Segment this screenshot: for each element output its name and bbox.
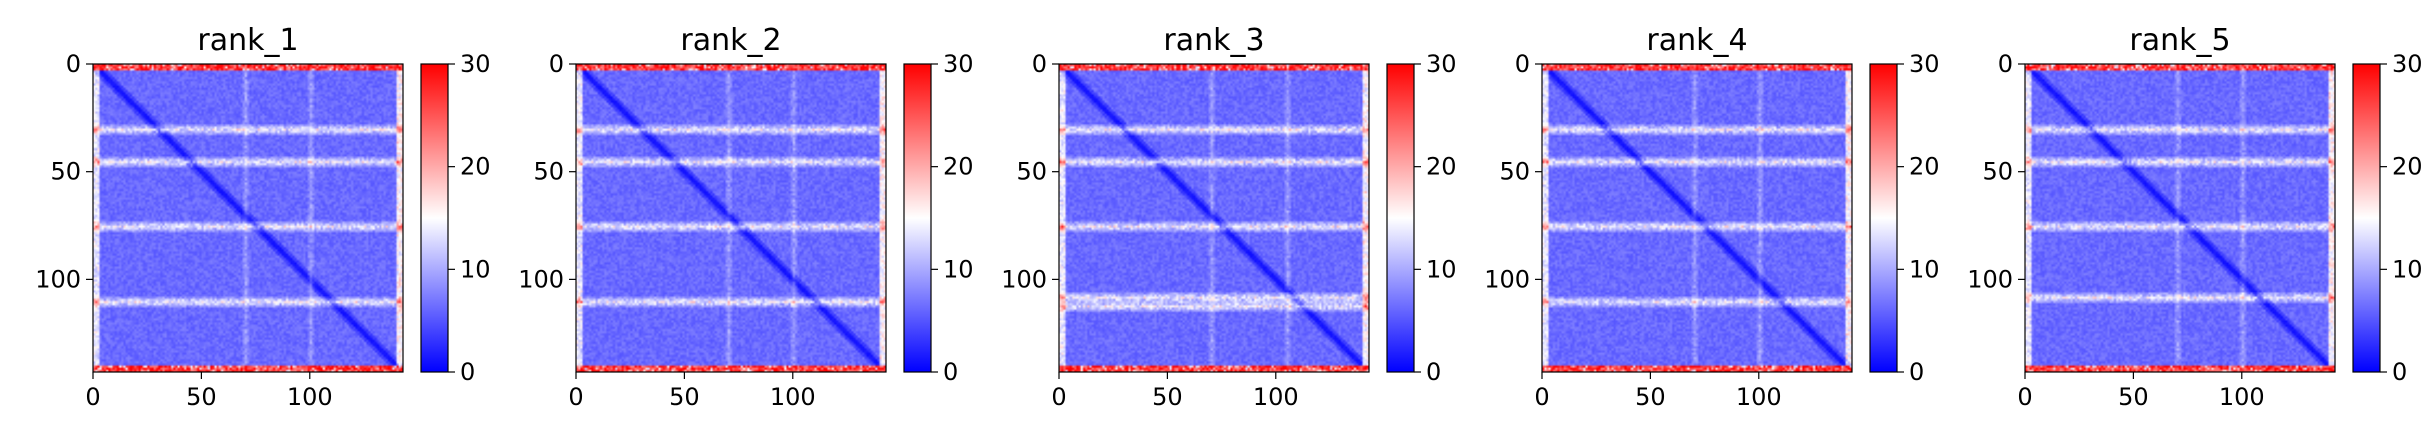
colorbar-tick-label: 0: [1426, 358, 1441, 386]
panel-5: rank_5 0 50 100 0 50 100 0 10 20 30: [1967, 23, 2422, 411]
heatmap-image: [1059, 64, 1369, 372]
x-tick-label: 50: [669, 383, 700, 411]
colorbar-tick-label: 10: [1426, 255, 1457, 283]
colorbar: [2352, 63, 2381, 373]
axes-frame: [1541, 63, 1853, 373]
y-tick-label: 0: [1515, 50, 1530, 78]
x-tick-label: 100: [770, 383, 816, 411]
heatmap-image: [93, 64, 403, 372]
colorbar-tick-label: 10: [943, 255, 974, 283]
x-tick-label: 0: [568, 383, 583, 411]
x-tick-label: 50: [186, 383, 217, 411]
colorbar-tick-label: 10: [1909, 255, 1940, 283]
axes-frame: [575, 63, 887, 373]
panel-title: rank_4: [1646, 23, 1747, 58]
y-tick-label: 0: [1998, 50, 2013, 78]
y-tick-label: 50: [1016, 158, 1047, 186]
colorbar-tick-label: 20: [1426, 153, 1457, 181]
heatmap-image: [1542, 64, 1852, 372]
y-tick-label: 100: [518, 265, 564, 293]
x-tick-label: 0: [85, 383, 100, 411]
panel-1: rank_1 0 50 100 0 50 100 0 10 20 30: [35, 23, 490, 411]
colorbar-tick-label: 0: [943, 358, 958, 386]
y-tick-label: 0: [66, 50, 81, 78]
colorbar-tick-label: 20: [943, 153, 974, 181]
axes-frame: [1058, 63, 1370, 373]
colorbar-tick-label: 20: [2392, 153, 2423, 181]
colorbar-tick-label: 20: [1909, 153, 1940, 181]
x-tick-label: 50: [1152, 383, 1183, 411]
x-tick-label: 0: [1534, 383, 1549, 411]
x-tick-label: 50: [2118, 383, 2149, 411]
colorbar-tick-label: 30: [460, 50, 491, 78]
panel-3: rank_3 0 50 100 0 50 100 0 10 20 30: [1001, 23, 1456, 411]
colorbar-tick-label: 30: [943, 50, 974, 78]
panel-2: rank_2 0 50 100 0 50 100 0 10 20 30: [518, 23, 973, 411]
axes-frame: [2024, 63, 2336, 373]
x-tick-label: 100: [2219, 383, 2265, 411]
panel-title: rank_2: [680, 23, 781, 58]
colorbar-tick-label: 30: [2392, 50, 2423, 78]
colorbar-tick-label: 20: [460, 153, 491, 181]
y-tick-label: 0: [549, 50, 564, 78]
x-tick-label: 100: [1253, 383, 1299, 411]
colorbar-tick-label: 10: [460, 255, 491, 283]
heatmap-image: [576, 64, 886, 372]
panel-4: rank_4 0 50 100 0 50 100 0 10 20 30: [1484, 23, 1939, 411]
panel-title: rank_5: [2129, 23, 2230, 58]
colorbar: [1386, 63, 1415, 373]
panel-title: rank_1: [197, 23, 298, 58]
y-tick-label: 0: [1032, 50, 1047, 78]
x-tick-label: 0: [1051, 383, 1066, 411]
colorbar-tick-label: 0: [460, 358, 475, 386]
colorbar-tick-label: 0: [2392, 358, 2407, 386]
colorbar: [420, 63, 449, 373]
y-tick-label: 50: [1982, 158, 2013, 186]
colorbar: [903, 63, 932, 373]
y-tick-label: 50: [50, 158, 81, 186]
x-tick-label: 100: [1736, 383, 1782, 411]
x-tick-label: 0: [2017, 383, 2032, 411]
x-tick-label: 50: [1635, 383, 1666, 411]
colorbar-tick-label: 10: [2392, 255, 2423, 283]
panel-title: rank_3: [1163, 23, 1264, 58]
colorbar-tick-label: 0: [1909, 358, 1924, 386]
axes-frame: [92, 63, 404, 373]
colorbar-tick-label: 30: [1909, 50, 1940, 78]
y-tick-label: 100: [1001, 265, 1047, 293]
colorbar-tick-label: 30: [1426, 50, 1457, 78]
y-tick-label: 100: [35, 265, 81, 293]
heatmap-image: [2025, 64, 2335, 372]
y-tick-label: 50: [533, 158, 564, 186]
colorbar: [1869, 63, 1898, 373]
y-tick-label: 50: [1499, 158, 1530, 186]
y-tick-label: 100: [1484, 265, 1530, 293]
x-tick-label: 100: [287, 383, 333, 411]
y-tick-label: 100: [1967, 265, 2013, 293]
